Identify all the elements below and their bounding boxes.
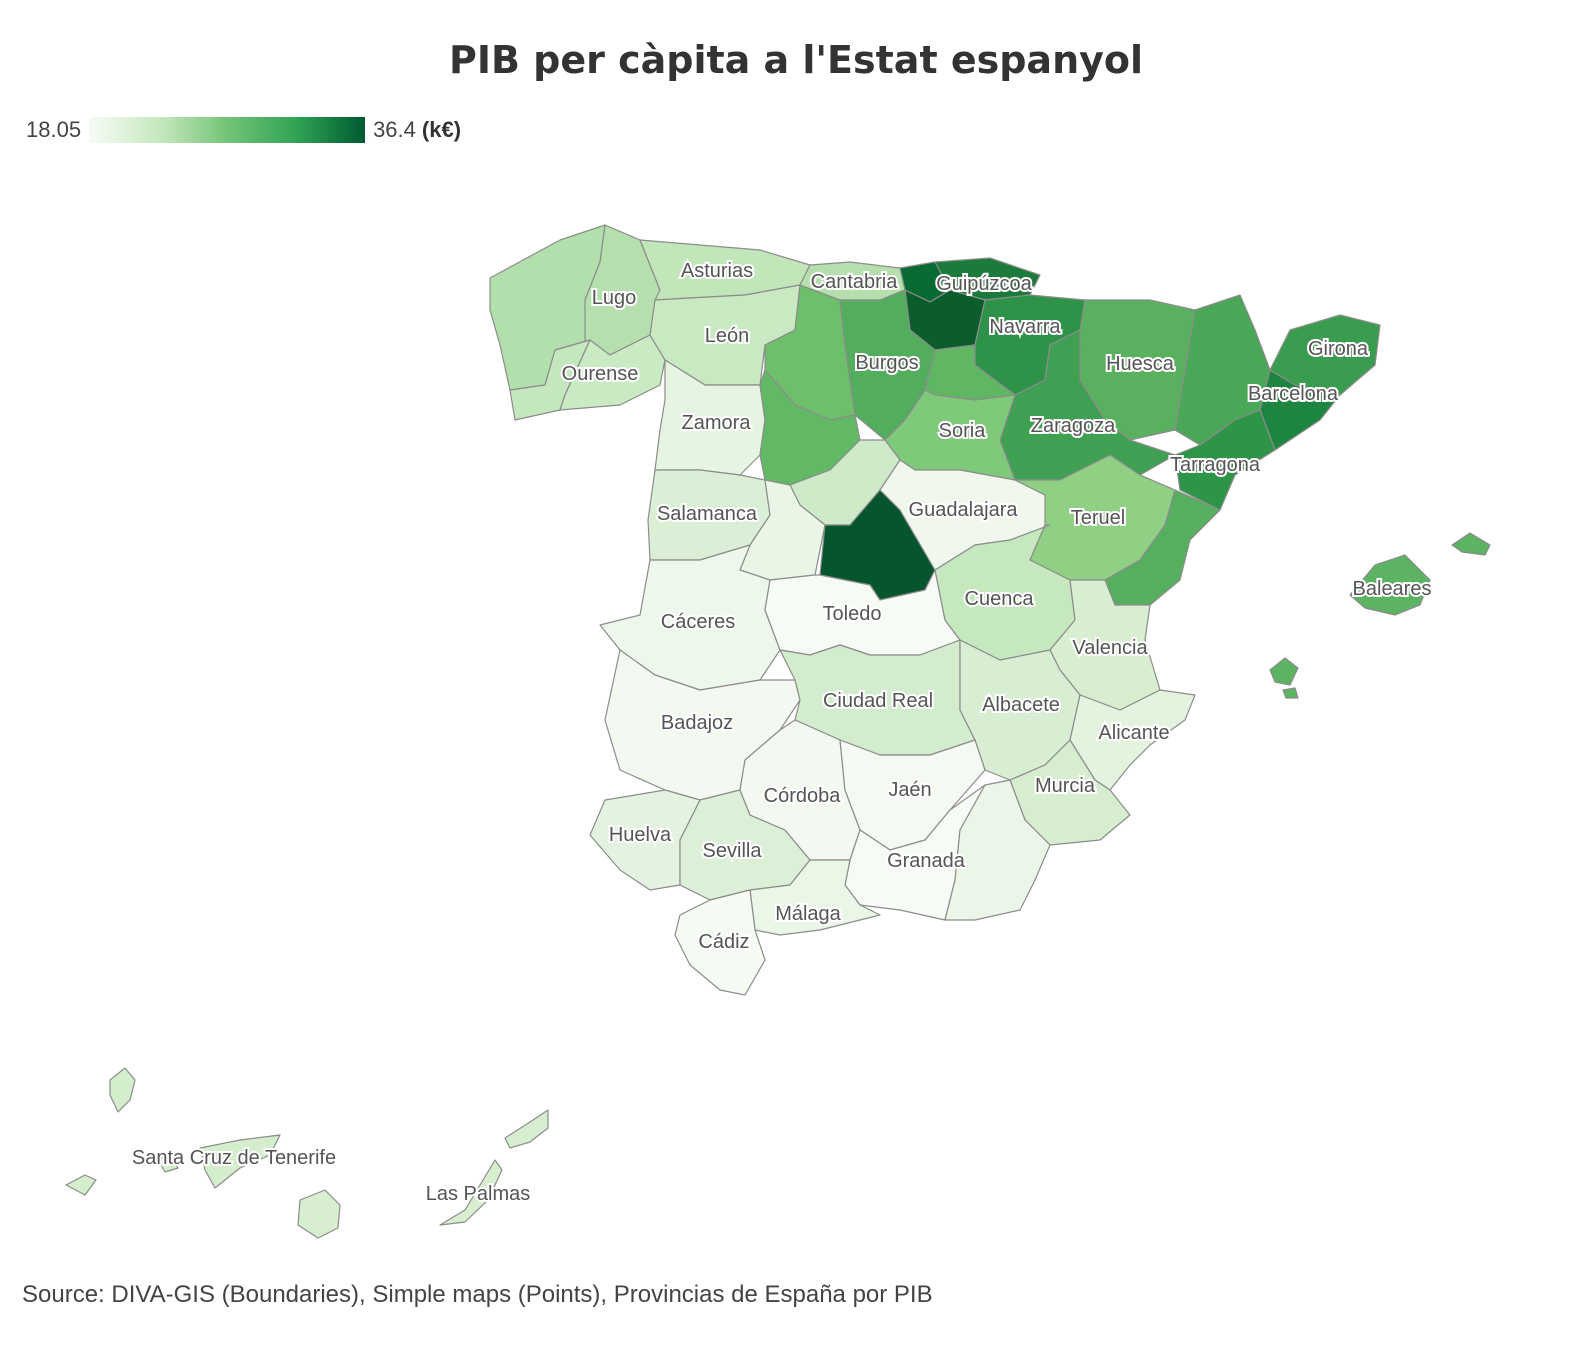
legend-min-value: 18.05 xyxy=(26,117,82,142)
label-ciudad-real: Ciudad Real xyxy=(823,690,933,712)
label-tenerife: Santa Cruz de Tenerife xyxy=(132,1147,336,1169)
color-legend: 18.05 36.4 (k€) xyxy=(26,112,461,148)
province-cadiz[interactable] xyxy=(674,889,766,996)
label-alicante: Alicante xyxy=(1098,722,1169,744)
label-leon: León xyxy=(705,325,750,347)
label-asturias: Asturias xyxy=(681,260,753,282)
label-burgos: Burgos xyxy=(855,352,918,374)
label-guipuzcoa: Guipúzcoa xyxy=(936,273,1032,295)
label-granada: Granada xyxy=(887,850,966,872)
label-ourense: Ourense xyxy=(562,363,639,385)
label-navarra: Navarra xyxy=(989,316,1061,338)
label-lugo: Lugo xyxy=(592,287,637,309)
provinces-layer xyxy=(65,224,1491,1239)
province-tenerife-island[interactable] xyxy=(199,1134,281,1189)
province-las-palmas-gran-canaria[interactable] xyxy=(297,1189,341,1239)
label-cuenca: Cuenca xyxy=(965,588,1035,610)
label-girona: Girona xyxy=(1308,338,1369,360)
label-salamanca: Salamanca xyxy=(657,503,758,525)
province-labels: Asturias Cantabria Guipúzcoa Lugo León O… xyxy=(130,258,1434,1207)
province-baleares-mallorca[interactable] xyxy=(1349,554,1431,616)
label-zamora: Zamora xyxy=(682,412,752,434)
label-toledo: Toledo xyxy=(823,603,882,625)
province-tenerife-la-palma[interactable] xyxy=(109,1067,136,1113)
label-tarragona: Tarragona xyxy=(1170,454,1261,476)
label-cantabria: Cantabria xyxy=(811,271,899,293)
province-baleares-formentera[interactable] xyxy=(1282,687,1299,699)
province-alicante[interactable] xyxy=(1069,689,1196,791)
label-valencia: Valencia xyxy=(1072,637,1148,659)
label-soria: Soria xyxy=(939,420,987,442)
province-malaga[interactable] xyxy=(749,859,881,936)
label-jaen: Jaén xyxy=(888,779,931,801)
province-almeria[interactable] xyxy=(944,779,1051,921)
legend-max-value: 36.4 xyxy=(373,117,416,142)
legend-unit: (k€) xyxy=(421,117,462,142)
source-note: Source: DIVA-GIS (Boundaries), Simple ma… xyxy=(22,1281,933,1308)
label-las-palmas: Las Palmas xyxy=(426,1183,531,1205)
province-ourense[interactable] xyxy=(559,334,666,411)
province-tenerife-el-hierro[interactable] xyxy=(65,1174,97,1196)
label-albacete: Albacete xyxy=(982,694,1060,716)
label-badajoz: Badajoz xyxy=(661,712,733,734)
label-huesca: Huesca xyxy=(1106,353,1175,375)
province-las-palmas-fuerteventura[interactable] xyxy=(439,1159,503,1226)
label-cordoba: Córdoba xyxy=(764,785,842,807)
province-baleares-menorca[interactable] xyxy=(1451,532,1491,556)
province-las-palmas-lanzarote[interactable] xyxy=(504,1109,549,1149)
label-barcelona: Barcelona xyxy=(1248,383,1339,405)
province-baleares-ibiza[interactable] xyxy=(1269,657,1299,686)
label-huelva: Huelva xyxy=(609,824,672,846)
province-tarragona[interactable] xyxy=(1174,409,1276,511)
label-zaragoza: Zaragoza xyxy=(1031,415,1116,437)
province-tenerife-la-gomera[interactable] xyxy=(157,1154,179,1173)
label-cadiz: Cádiz xyxy=(698,931,749,953)
province-caceres[interactable] xyxy=(599,544,781,691)
map-title: PIB per càpita a l'Estat espanyol xyxy=(448,38,1144,82)
label-malaga: Málaga xyxy=(775,903,841,925)
label-sevilla: Sevilla xyxy=(703,840,763,862)
label-baleares: Baleares xyxy=(1353,578,1432,600)
label-guadalajara: Guadalajara xyxy=(909,499,1019,521)
legend-gradient-bar xyxy=(89,117,366,143)
label-teruel: Teruel xyxy=(1071,507,1125,529)
label-caceres: Cáceres xyxy=(661,611,735,633)
label-murcia: Murcia xyxy=(1035,775,1096,797)
